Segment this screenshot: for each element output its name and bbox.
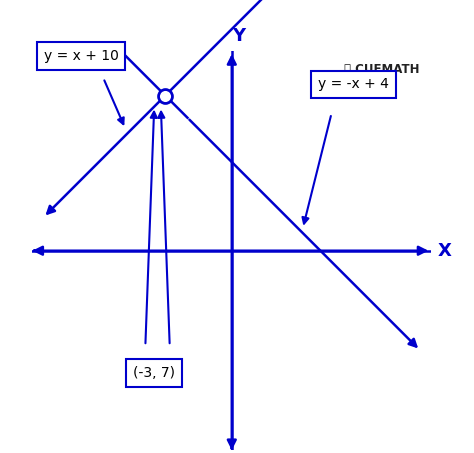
Text: X: X xyxy=(438,242,452,260)
Text: Y: Y xyxy=(232,27,245,44)
Text: y = x + 10: y = x + 10 xyxy=(44,48,118,63)
Text: (-3, 7): (-3, 7) xyxy=(133,366,175,380)
Text: 🚀 CUEMATH: 🚀 CUEMATH xyxy=(344,63,419,76)
Point xyxy=(162,92,169,99)
Text: y = -x + 4: y = -x + 4 xyxy=(318,77,389,92)
